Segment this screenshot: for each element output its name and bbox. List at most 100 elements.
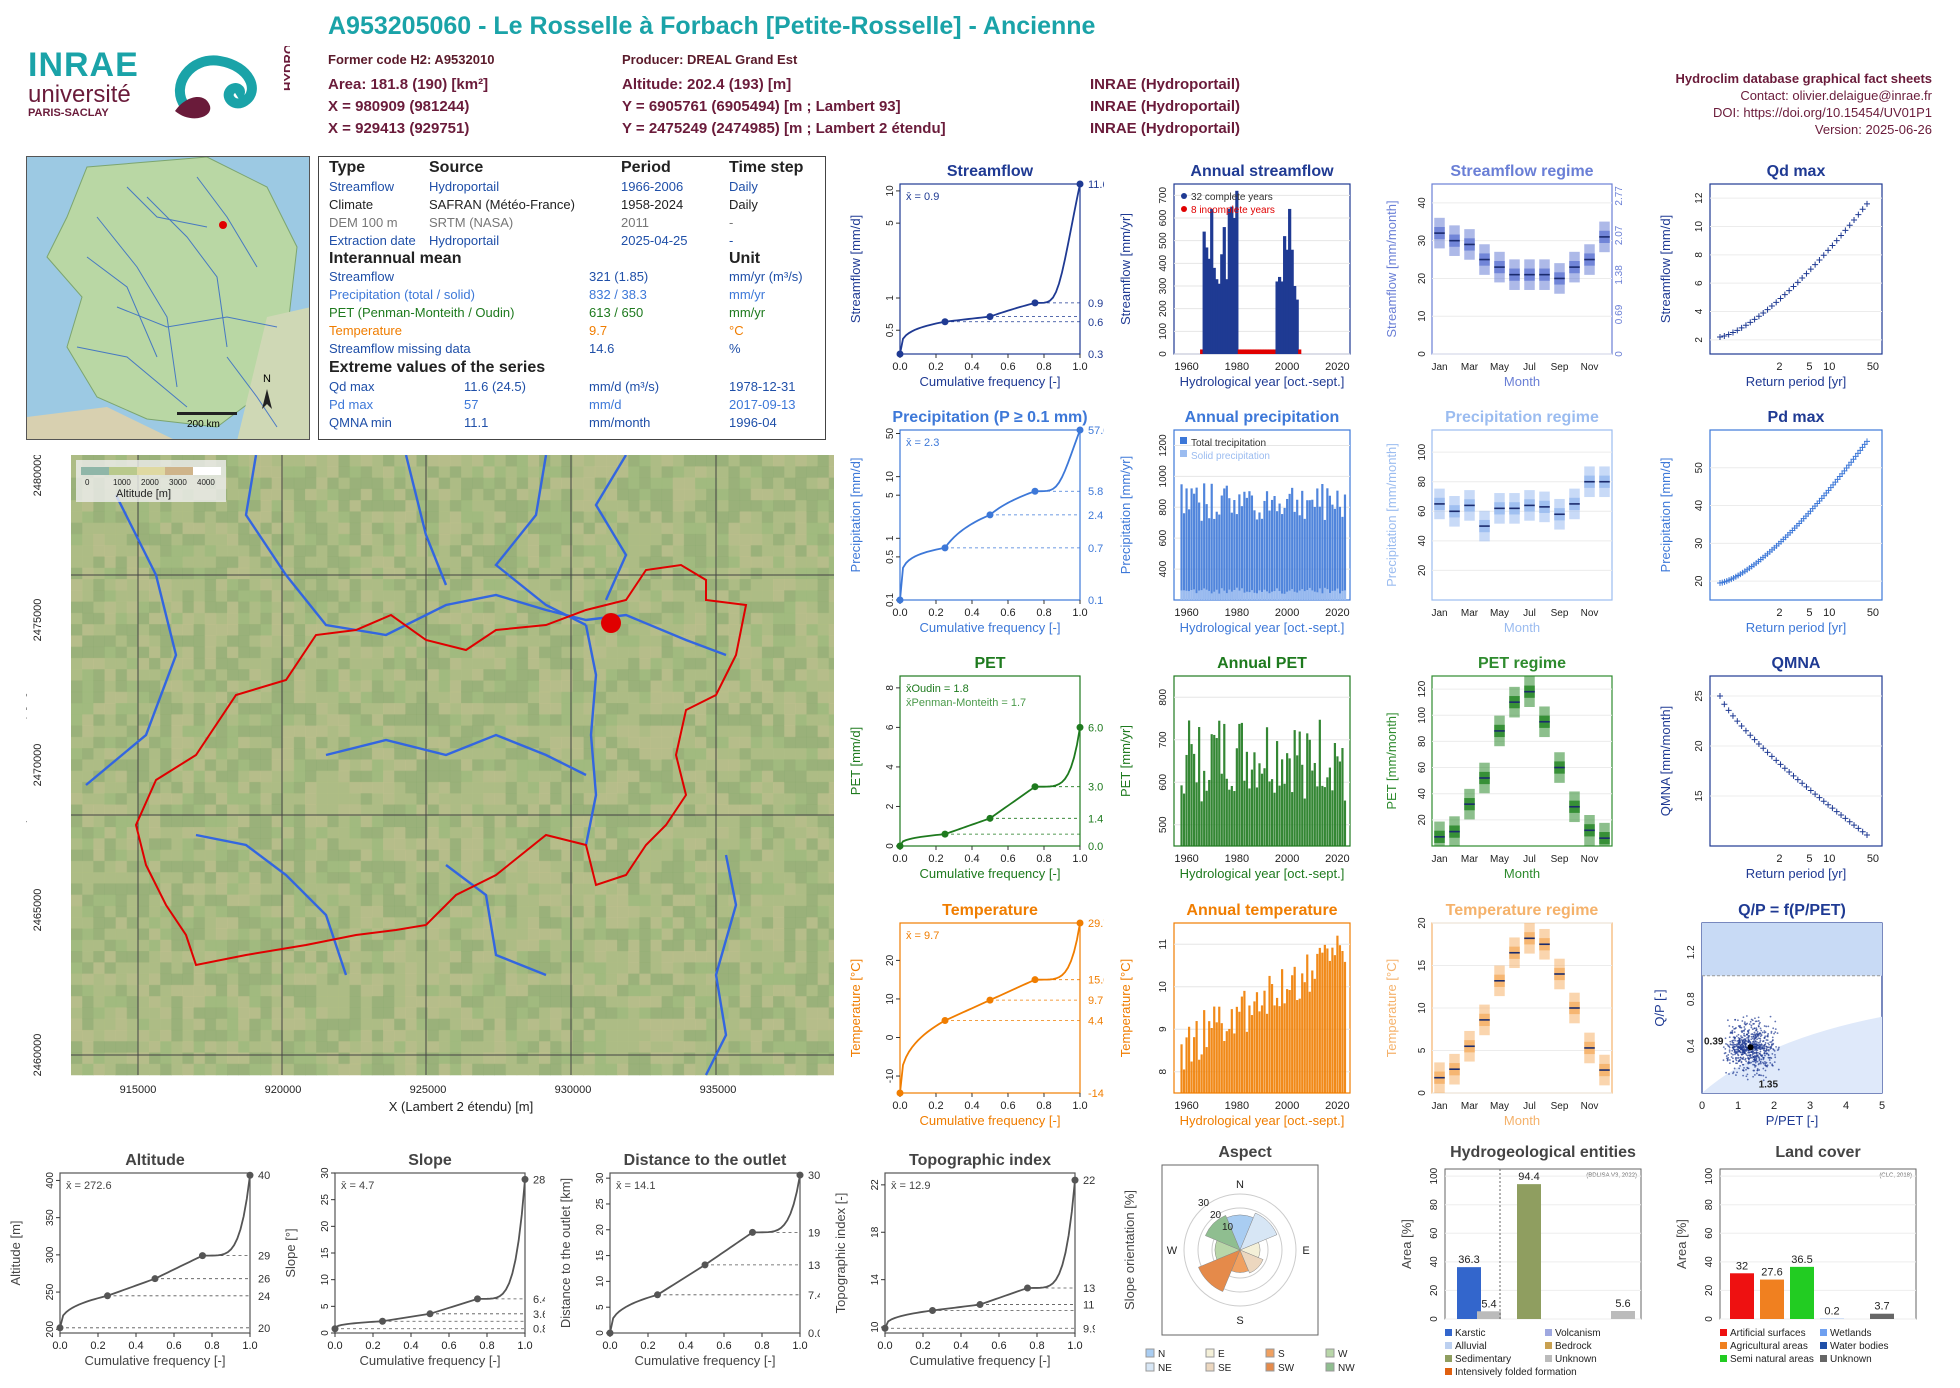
terrain-cell [740, 579, 752, 591]
terrain-cell [305, 883, 317, 895]
year-bar [1306, 500, 1308, 600]
quantile-point [702, 1261, 709, 1268]
terrain-cell [316, 838, 328, 850]
terrain-cell [394, 951, 406, 963]
x-tick: 1.0 [1072, 853, 1087, 865]
terrain-cell [550, 714, 562, 726]
terrain-cell [227, 579, 239, 591]
year-bar [1341, 748, 1343, 846]
terrain-cell [483, 500, 495, 512]
terrain-cell [572, 568, 584, 580]
terrain-cell [628, 1052, 640, 1064]
terrain-cell [550, 568, 562, 580]
solid-bar [1309, 588, 1311, 600]
y-tick: 200 [45, 1320, 56, 1337]
terrain-cell [829, 613, 834, 625]
terrain-cell [394, 759, 406, 771]
terrain-cell [461, 523, 473, 535]
terrain-cell [71, 714, 83, 726]
terrain-cell [662, 838, 674, 850]
terrain-cell [283, 613, 295, 625]
terrain-cell [372, 680, 384, 692]
terrain-cell [829, 816, 834, 828]
terrain-cell [784, 714, 796, 726]
x-tick: 2 [1776, 361, 1782, 373]
year-bar [1191, 488, 1193, 600]
terrain-cell [695, 1019, 707, 1031]
terrain-cell [327, 1007, 339, 1019]
terrain-cell [829, 1064, 834, 1076]
terrain-cell [116, 1041, 128, 1053]
y-tick: 14 [870, 1274, 881, 1286]
terrain-cell [93, 568, 105, 580]
terrain-cell [249, 658, 261, 670]
terrain-cell [294, 489, 306, 501]
mean-value: 613 / 650 [589, 305, 643, 320]
terrain-cell [182, 1030, 194, 1042]
terrain-cell [695, 906, 707, 918]
terrain-cell [316, 1030, 328, 1042]
terrain-cell [272, 1007, 284, 1019]
terrain-cell [294, 613, 306, 625]
terrain-cell [383, 771, 395, 783]
terrain-cell [483, 489, 495, 501]
terrain-cell [316, 827, 328, 839]
terrain-cell [194, 793, 206, 805]
x-tick: Nov [1581, 1101, 1599, 1112]
terrain-cell [483, 692, 495, 704]
terrain-cell [684, 545, 696, 557]
version: Version: 2025-06-26 [1676, 121, 1932, 138]
y-tick: 12 [1694, 192, 1705, 204]
terrain-cell [260, 613, 272, 625]
x-tick: 0.0 [892, 853, 907, 865]
terrain-cell [260, 658, 272, 670]
terrain-cell [93, 782, 105, 794]
terrain-cell [238, 816, 250, 828]
terrain-cell [182, 534, 194, 546]
terrain-cell [405, 692, 417, 704]
terrain-cell [751, 658, 763, 670]
terrain-cell [428, 1052, 440, 1064]
year-bar [1289, 494, 1291, 600]
terrain-cell [149, 895, 161, 907]
terrain-cell [762, 500, 774, 512]
year-bar [1298, 349, 1301, 354]
terrain-cell [338, 850, 350, 862]
x-tick: May [1490, 1101, 1509, 1112]
year-bar [1191, 1062, 1193, 1093]
terrain-cell [740, 996, 752, 1008]
terrain-cell [82, 590, 94, 602]
mean-annotation: x̄ = 0.9 [906, 191, 939, 203]
legend-label: 8 incomplete years [1191, 205, 1275, 216]
terrain-cell [372, 974, 384, 986]
terrain-cell [584, 545, 596, 557]
chart-title: Altitude [125, 1152, 185, 1169]
terrain-cell [294, 726, 306, 738]
terrain-cell [361, 466, 373, 478]
x-tick: Jan [1431, 854, 1447, 865]
terrain-cell [439, 624, 451, 636]
terrain-cell [795, 556, 807, 568]
terrain-cell [695, 895, 707, 907]
source-3: INRAE (Hydroportail) [1090, 120, 1240, 137]
terrain-cell [784, 872, 796, 884]
terrain-cell [138, 1041, 150, 1053]
terrain-cell [327, 1030, 339, 1042]
terrain-cell [818, 726, 830, 738]
terrain-cell [829, 838, 834, 850]
terrain-cell [550, 872, 562, 884]
terrain-cell [528, 579, 540, 591]
terrain-cell [394, 827, 406, 839]
terrain-cell [305, 872, 317, 884]
terrain-cell [539, 917, 551, 929]
terrain-cell [595, 861, 607, 873]
terrain-cell [71, 917, 83, 929]
terrain-cell [650, 748, 662, 760]
terrain-cell [517, 511, 529, 523]
terrain-cell [494, 511, 506, 523]
terrain-cell [127, 883, 139, 895]
terrain-cell [751, 568, 763, 580]
x-tick: 2000 [1275, 1100, 1299, 1112]
terrain-cell [762, 1019, 774, 1031]
y-tick: 5 [885, 220, 896, 226]
